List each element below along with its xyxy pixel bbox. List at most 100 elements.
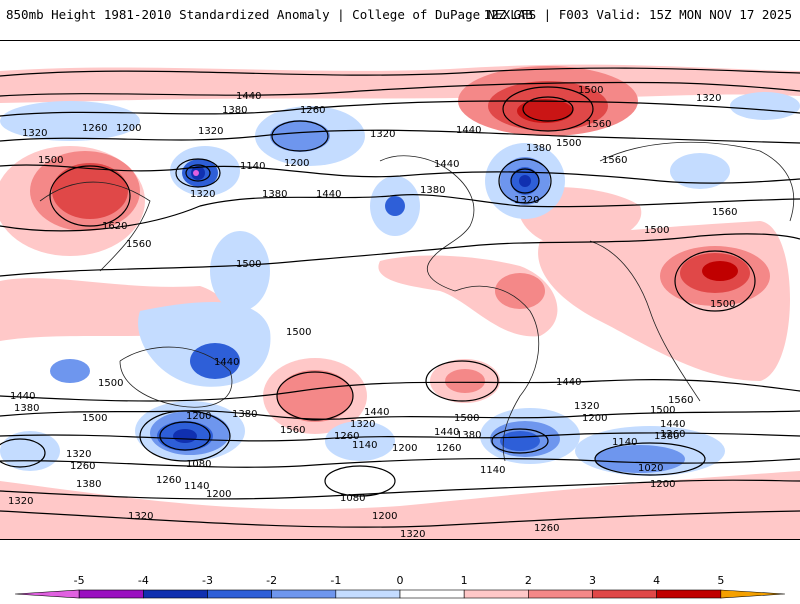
contour-label: 1320 xyxy=(400,529,425,540)
contour-labels: 1440 1380 1320 1260 1200 1500 1620 1560 … xyxy=(8,85,737,540)
colorbar-swatch xyxy=(656,589,722,599)
colorbar-swatch xyxy=(335,589,401,599)
contour-label: 1500 xyxy=(650,405,675,416)
header: 850mb Height 1981-2010 Standardized Anom… xyxy=(0,0,800,38)
height-contours xyxy=(0,67,800,528)
colorbar-swatch xyxy=(720,589,786,599)
contour-label: 1260 xyxy=(660,429,685,440)
contour-label: 1380 xyxy=(222,105,247,116)
contour-label: 1440 xyxy=(316,189,341,200)
contour-label: 1080 xyxy=(186,459,211,470)
colorbar-tick-label: 0 xyxy=(397,574,404,587)
contour-label: 1320 xyxy=(128,511,153,522)
contour-label: 1020 xyxy=(638,463,663,474)
contour-label: 1380 xyxy=(76,479,101,490)
colorbar-canvas: -5 -4 -3 -2 -1 0 1 2 3 4 5 xyxy=(14,574,786,599)
contour-label: 1440 xyxy=(434,159,459,170)
anomaly-map: 1440 1380 1320 1260 1200 1500 1620 1560 … xyxy=(0,40,800,540)
contour-label: 1320 xyxy=(350,419,375,430)
contour-label: 1260 xyxy=(534,523,559,534)
contour-label: 1380 xyxy=(526,143,551,154)
contour-label: 1500 xyxy=(98,378,123,389)
contour-label: 1200 xyxy=(206,489,231,500)
contour-label: 1380 xyxy=(654,431,679,442)
contour-label: 1140 xyxy=(480,465,505,476)
positive-anomaly-shading xyxy=(0,64,800,539)
colorbar-swatch xyxy=(592,589,657,599)
contour-label: 1200 xyxy=(372,511,397,522)
map-canvas: 1440 1380 1320 1260 1200 1500 1620 1560 … xyxy=(0,64,800,540)
contour-label: 1440 xyxy=(364,407,389,418)
contour-label: 1260 xyxy=(70,461,95,472)
contour-label: 1560 xyxy=(712,207,737,218)
contour-label: 1560 xyxy=(668,395,693,406)
contour-label: 1140 xyxy=(184,481,209,492)
contour-label: 1440 xyxy=(236,91,261,102)
model-run-info: 12Z GFS | F003 Valid: 15Z MON NOV 17 202… xyxy=(483,7,792,22)
contour-label: 1140 xyxy=(240,161,265,172)
contour-label: 1440 xyxy=(10,391,35,402)
colorbar-tick-labels: -5 -4 -3 -2 -1 0 1 2 3 4 5 xyxy=(74,574,725,587)
colorbar-tick-label: -3 xyxy=(202,574,213,587)
colorbar-swatch xyxy=(399,589,465,599)
colorbar-tick-label: -2 xyxy=(266,574,277,587)
colorbar-swatch xyxy=(207,589,272,599)
contour-label: 1500 xyxy=(578,85,603,96)
contour-label: 1200 xyxy=(650,479,675,490)
contour-label: 1500 xyxy=(710,299,735,310)
contour-label: 1320 xyxy=(514,195,539,206)
contour-label: 1440 xyxy=(456,125,481,136)
contour-label: 1200 xyxy=(392,443,417,454)
colorbar-tick-label: -4 xyxy=(138,574,149,587)
colorbar-swatch xyxy=(463,589,529,599)
contour-label: 1200 xyxy=(284,158,309,169)
contour-label: 1380 xyxy=(232,409,257,420)
contour-label: 1140 xyxy=(612,437,637,448)
contour-label: 1560 xyxy=(602,155,627,166)
contour-label: 1500 xyxy=(38,155,63,166)
colorbar-tick-label: 1 xyxy=(461,574,468,587)
contour-label: 1620 xyxy=(102,221,127,232)
contour-label: 1500 xyxy=(82,413,107,424)
contour-label: 1440 xyxy=(556,377,581,388)
contour-label: 1440 xyxy=(434,427,459,438)
colorbar-swatch xyxy=(78,589,144,599)
contour-label: 1500 xyxy=(454,413,479,424)
colorbar: -5 -4 -3 -2 -1 0 1 2 3 4 5 xyxy=(0,562,800,600)
contour-label: 1560 xyxy=(280,425,305,436)
contour-label: 1440 xyxy=(660,419,685,430)
contour-label: 1320 xyxy=(574,401,599,412)
colorbar-swatch xyxy=(14,589,80,599)
map-title: 850mb Height 1981-2010 Standardized Anom… xyxy=(6,7,533,22)
contour-label: 1320 xyxy=(8,496,33,507)
contour-label: 1260 xyxy=(334,431,359,442)
contour-label: 1380 xyxy=(262,189,287,200)
contour-label: 1260 xyxy=(300,105,325,116)
contour-label: 1500 xyxy=(286,327,311,338)
colorbar-swatch xyxy=(271,589,337,599)
colorbar-tick-label: -1 xyxy=(330,574,341,587)
contour-label: 1260 xyxy=(156,475,181,486)
colorbar-tick-label: 3 xyxy=(589,574,596,587)
contour-label: 1140 xyxy=(352,440,377,451)
colorbar-swatch xyxy=(143,589,208,599)
contour-label: 1260 xyxy=(82,123,107,134)
colorbar-tick-label: 4 xyxy=(653,574,660,587)
contour-label: 1200 xyxy=(582,413,607,424)
contour-label: 1320 xyxy=(696,93,721,104)
contour-label: 1320 xyxy=(370,129,395,140)
contour-label: 1500 xyxy=(644,225,669,236)
contour-label: 1560 xyxy=(586,119,611,130)
contour-label: 1200 xyxy=(186,411,211,422)
contour-label: 1080 xyxy=(340,493,365,504)
contour-label: 1320 xyxy=(66,449,91,460)
colorbar-swatches xyxy=(14,589,786,599)
colorbar-tick-label: -5 xyxy=(74,574,85,587)
colorbar-tick-label: 2 xyxy=(525,574,532,587)
contour-label: 1200 xyxy=(116,123,141,134)
contour-label: 1260 xyxy=(436,443,461,454)
contour-label: 1380 xyxy=(456,430,481,441)
contour-label: 1320 xyxy=(22,128,47,139)
colorbar-tick-label: 5 xyxy=(717,574,724,587)
contour-label: 1320 xyxy=(190,189,215,200)
